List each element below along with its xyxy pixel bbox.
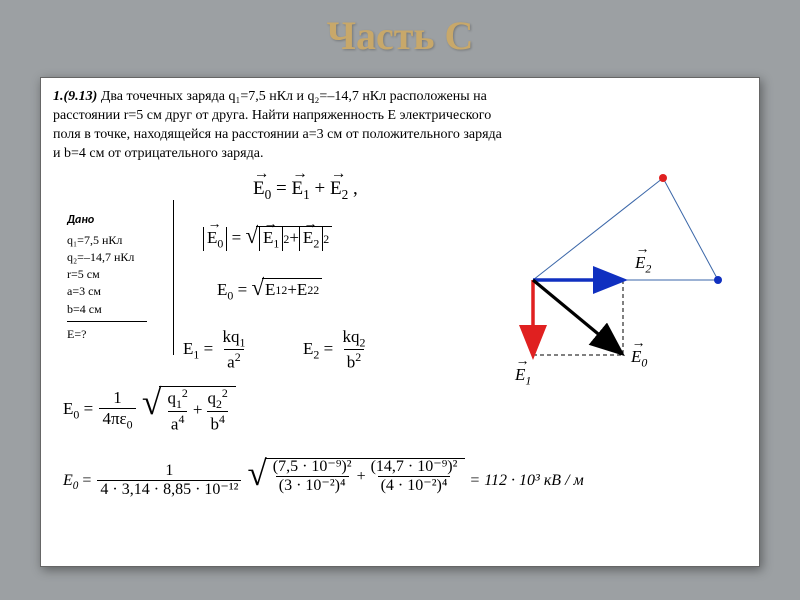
given-line: q₁=7,5 нКл — [67, 232, 177, 248]
equation-magnitude-scalar: E0 = √ E12 + E22 — [217, 278, 322, 303]
given-line: a=3 см — [67, 283, 177, 299]
given-divider — [67, 321, 147, 322]
label-e1: E1 — [515, 364, 531, 388]
problem-box: 1.(9.13) Два точечных заряда q₁=7,5 нКл … — [40, 77, 760, 567]
given-line: b=4 см — [67, 301, 177, 317]
slide-title: Часть С — [40, 12, 760, 59]
triangle-edge — [663, 178, 718, 280]
given-block: Дано q₁=7,5 нКл q₂=–14,7 нКл r=5 см a=3 … — [67, 212, 177, 343]
vector-e0 — [533, 280, 620, 352]
given-line: q₂=–14,7 нКл — [67, 249, 177, 265]
problem-text-3: поля в точке, находящейся на расстоянии … — [53, 127, 502, 142]
charge-negative — [714, 276, 722, 284]
problem-text-1: Два точечных заряда q₁=7,5 нКл и q₂=–14,… — [97, 89, 486, 104]
problem-lead: 1.(9.13) — [53, 89, 97, 104]
diagram-svg — [503, 170, 741, 400]
given-line: r=5 см — [67, 266, 177, 282]
solution-area: Дано q₁=7,5 нКл q₂=–14,7 нКл r=5 см a=3 … — [53, 170, 747, 590]
equation-general: E0 = 1 4πε0 √ q12 a4 + q22 b4 — [63, 386, 236, 434]
problem-text-4: и b=4 см от отрицательного заряда. — [53, 146, 263, 161]
label-e2: E2 — [635, 252, 651, 276]
vertical-divider — [173, 200, 174, 355]
vector-diagram: E2 E1 E0 — [503, 170, 741, 400]
label-e0: E0 — [631, 346, 647, 370]
equation-magnitude-vec: E0 = √ E12 + E22 — [203, 226, 332, 251]
equation-e1: E1 = kq1 a2 — [183, 328, 250, 372]
problem-statement: 1.(9.13) Два точечных заряда q₁=7,5 нКл … — [53, 88, 747, 164]
given-title: Дано — [67, 212, 177, 228]
charge-positive — [659, 174, 667, 182]
problem-text-2: расстоянии r=5 см друг от друга. Найти н… — [53, 108, 491, 123]
equation-e2: E2 = kq2 b2 — [303, 328, 370, 372]
equation-numeric: E0 = 1 4 · 3,14 · 8,85 · 10⁻¹² √ (7,5 · … — [63, 458, 584, 500]
given-find: E=? — [67, 326, 177, 342]
equation-vector-sum: E0 = E1 + E2 , — [253, 176, 358, 204]
